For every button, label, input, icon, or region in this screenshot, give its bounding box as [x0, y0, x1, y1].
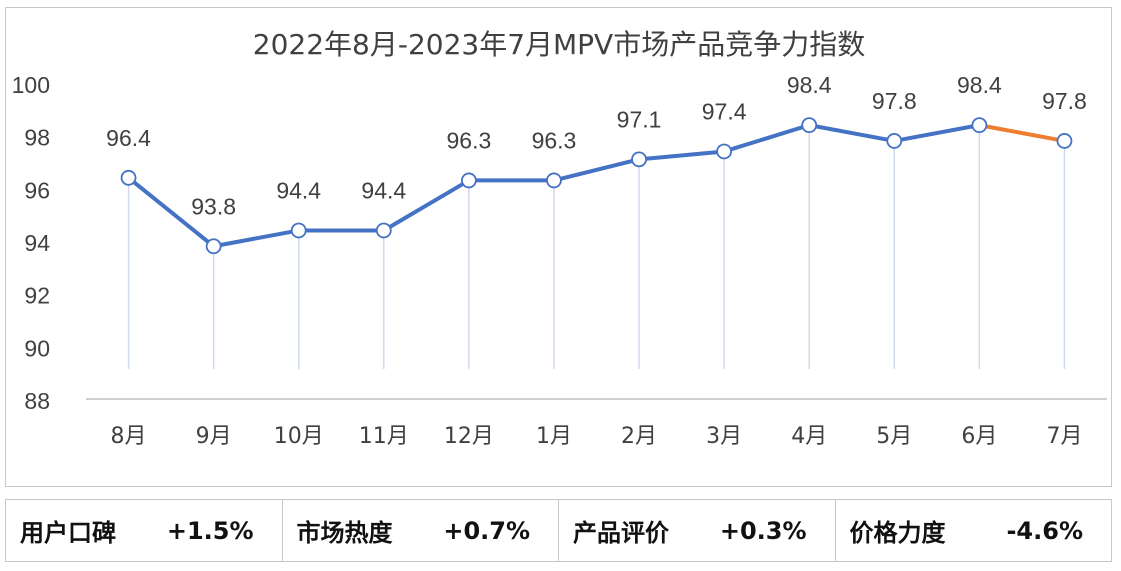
x-tick-label: 8月 [111, 424, 147, 449]
stats-bar: 用户口碑 +1.5% 市场热度 +0.7% 产品评价 +0.3% 价格力度 -4… [5, 499, 1112, 562]
y-tick-label: 92 [24, 283, 50, 309]
stat-user-reputation: 用户口碑 +1.5% [6, 500, 283, 561]
chart-title: 2022年8月-2023年7月MPV市场产品竞争力指数 [253, 28, 865, 61]
stat-product-rating: 产品评价 +0.3% [559, 500, 836, 561]
data-point [290, 222, 307, 239]
stat-value: +0.7% [443, 516, 530, 545]
x-tick-label: 1月 [536, 424, 572, 449]
data-label: 94.4 [361, 177, 406, 203]
y-tick-label: 100 [12, 72, 50, 98]
data-label: 93.8 [191, 193, 236, 219]
stat-value: +0.3% [719, 516, 807, 545]
data-label: 97.4 [702, 98, 747, 124]
stat-value: +1.5% [166, 516, 254, 545]
data-point [886, 133, 903, 149]
data-point [120, 169, 137, 186]
stat-value: -4.6% [1006, 516, 1083, 545]
data-label: 98.4 [787, 72, 832, 98]
x-tick-label: 10月 [274, 424, 324, 449]
stat-label: 产品评价 [573, 519, 669, 547]
data-point [205, 238, 222, 255]
data-label: 96.3 [446, 127, 491, 153]
data-point [801, 117, 818, 134]
x-tick-label: 3月 [706, 424, 742, 449]
data-label: 97.8 [872, 88, 917, 114]
data-point [971, 117, 988, 134]
chart-frame: 2022年8月-2023年7月MPV市场产品竞争力指数 88 90 92 94 96 98 1… [5, 7, 1112, 487]
line-chart: 2022年8月-2023年7月MPV市场产品竞争力指数 88 90 92 94 96 98 1… [12, 28, 1107, 449]
x-tick-label: 5月 [876, 424, 912, 449]
data-point [375, 222, 392, 239]
data-point [460, 172, 477, 189]
x-tick-label: 2月 [621, 424, 657, 449]
data-label: 97.8 [1042, 88, 1087, 114]
stat-label: 用户口碑 [20, 519, 116, 547]
data-label: 98.4 [957, 72, 1002, 98]
x-tick-label: 12月 [444, 424, 494, 449]
data-label: 96.4 [106, 125, 151, 151]
stat-price-strength: 价格力度 -4.6% [836, 500, 1112, 561]
data-label: 96.3 [532, 127, 577, 153]
data-point [1056, 133, 1073, 149]
stat-label: 市场热度 [296, 519, 393, 547]
data-point [631, 151, 647, 168]
y-tick-label: 96 [24, 177, 50, 203]
series-line-last-segment [977, 123, 1067, 143]
x-tick-label: 11月 [359, 424, 409, 449]
x-tick-label: 9月 [196, 424, 232, 449]
stat-label: 价格力度 [849, 519, 946, 547]
y-tick-label: 98 [24, 125, 50, 151]
x-tick-label: 6月 [961, 424, 997, 449]
data-label: 97.1 [617, 106, 662, 132]
data-label: 94.4 [276, 177, 321, 203]
x-tick-label: 4月 [791, 424, 827, 449]
data-point [546, 172, 562, 189]
y-tick-label: 88 [24, 388, 50, 414]
y-tick-label: 90 [24, 335, 50, 361]
data-point [716, 143, 733, 160]
y-tick-label: 94 [24, 230, 50, 256]
x-tick-label: 7月 [1046, 424, 1082, 449]
stat-market-heat: 市场热度 +0.7% [283, 500, 559, 561]
